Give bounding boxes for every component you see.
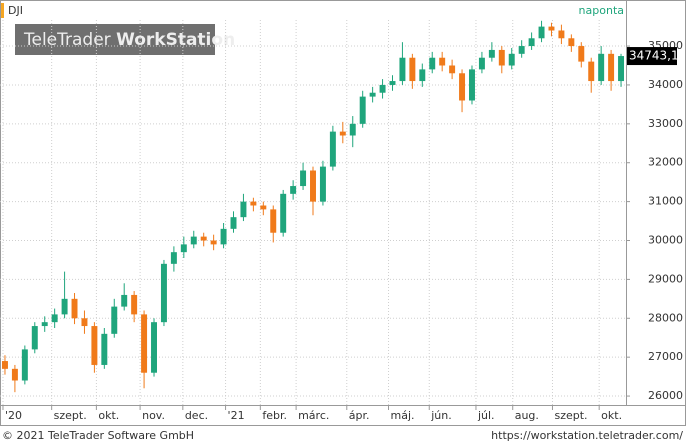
candle-body	[200, 236, 207, 241]
candle-body	[329, 131, 336, 167]
candle-body	[518, 46, 525, 54]
candle-body	[31, 326, 38, 350]
candle-body	[598, 53, 605, 82]
candle-body	[220, 228, 227, 245]
candle-body	[71, 298, 78, 319]
y-tick-label: 32000	[648, 156, 683, 169]
y-tick-label: 31000	[648, 195, 683, 208]
symbol-marker	[1, 3, 4, 18]
candle-body	[548, 26, 555, 31]
x-tick-label: máj.	[391, 409, 415, 422]
candle-body	[270, 209, 277, 233]
candle-body	[300, 170, 307, 187]
y-tick-label: 34000	[648, 78, 683, 91]
candle-body	[478, 57, 485, 70]
candle-body	[151, 322, 157, 373]
watermark-box	[15, 24, 215, 55]
x-tick-label: '21	[228, 409, 245, 422]
candle-body	[310, 170, 316, 202]
candle-body	[339, 131, 346, 136]
candle-body	[568, 38, 575, 47]
candle-body	[81, 318, 88, 327]
y-tick-label: 28000	[648, 311, 683, 324]
candle-body	[131, 294, 138, 315]
candle-body	[160, 263, 167, 323]
candle-body	[588, 61, 595, 82]
last-value-label: 34743,1	[629, 49, 679, 63]
last-value-box	[627, 47, 677, 66]
candle-body	[260, 205, 267, 210]
x-tick-label: okt.	[601, 409, 622, 422]
candle-body	[121, 294, 128, 307]
candle-body	[190, 236, 197, 245]
candle-body	[369, 92, 376, 97]
candle-body	[280, 193, 287, 233]
candle-body	[389, 81, 396, 85]
candle-body	[459, 73, 466, 101]
candle-body	[11, 368, 18, 381]
candle-body	[240, 201, 247, 218]
candle-body	[230, 217, 237, 229]
x-tick-label: márc.	[298, 409, 329, 422]
candle-body	[409, 57, 416, 82]
candle-body	[498, 49, 505, 66]
x-tick-label: ápr.	[349, 409, 370, 422]
y-tick-label: 29000	[648, 272, 683, 285]
candle-body	[61, 298, 68, 315]
candle-body	[101, 333, 108, 365]
x-tick-label: okt.	[98, 409, 119, 422]
candle-body	[91, 326, 98, 365]
candle-body	[141, 314, 148, 373]
candle-body	[379, 84, 386, 93]
x-tick-label: szept.	[54, 409, 87, 422]
candle-body	[419, 69, 426, 82]
candle-body	[21, 349, 28, 381]
candle-body	[608, 53, 615, 82]
y-tick-label: 33000	[648, 117, 683, 130]
candle-body	[359, 96, 366, 124]
period: naponta	[579, 4, 624, 17]
candle-body	[290, 186, 297, 194]
candle-body	[399, 57, 406, 82]
candle-body	[488, 49, 495, 58]
candle-body	[578, 46, 585, 62]
candle-body	[538, 26, 545, 39]
watermark: TeleTrader WorkStation	[23, 30, 235, 50]
candle-body	[558, 30, 565, 39]
candle-body	[1, 361, 8, 369]
candle-body	[528, 38, 535, 47]
x-tick-label: júl.	[477, 409, 495, 422]
x-tick-label: jún.	[430, 409, 452, 422]
y-tick-label: 26000	[648, 389, 683, 402]
candle-body	[250, 201, 257, 206]
x-tick-label: '20	[5, 409, 22, 422]
candle-body	[170, 252, 177, 264]
candle-body	[449, 65, 456, 74]
candle-body	[111, 306, 118, 334]
candle-body	[508, 53, 515, 66]
x-tick-label: dec.	[185, 409, 208, 422]
x-tick-label: febr.	[262, 409, 287, 422]
x-tick-label: szept.	[554, 409, 587, 422]
frame	[0, 0, 686, 426]
footer-right: https://workstation.teletrader.com/	[491, 429, 683, 442]
y-tick-label: 30000	[648, 234, 683, 247]
symbol: DJI	[8, 4, 23, 17]
footer-left: © 2021 TeleTrader Software GmbH	[2, 429, 194, 442]
x-tick-label: aug.	[515, 409, 539, 422]
candle-body	[618, 56, 625, 82]
candle-body	[439, 57, 446, 66]
y-tick-label: 27000	[648, 350, 683, 363]
candle-body	[51, 314, 58, 323]
candle-body	[469, 69, 475, 101]
candle-body	[319, 166, 326, 202]
candle-body	[210, 240, 217, 245]
candle-body	[180, 244, 187, 253]
candle-body	[429, 57, 436, 70]
candle-body	[349, 123, 356, 136]
candle-body	[41, 322, 48, 327]
x-tick-label: nov.	[142, 409, 165, 422]
